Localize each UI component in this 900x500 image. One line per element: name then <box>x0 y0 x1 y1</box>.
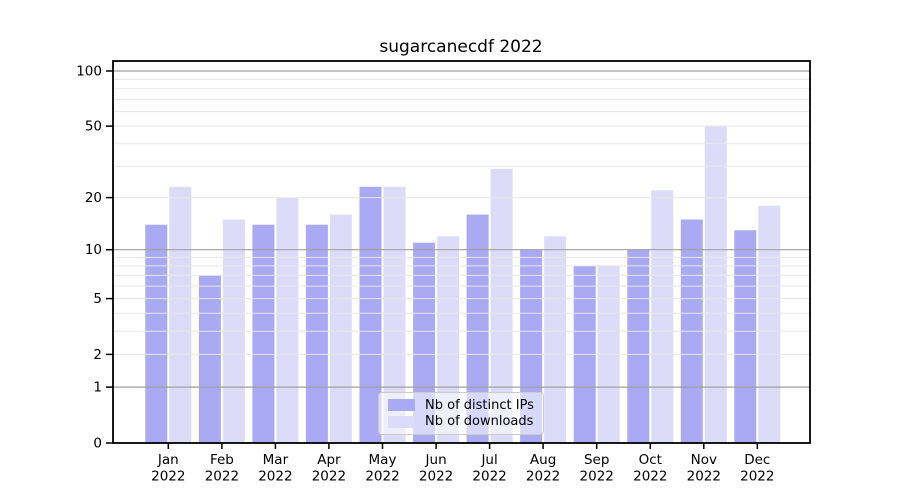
y-tick-label: 0 <box>93 436 102 452</box>
bar-distinct-ips-May <box>359 186 382 444</box>
bar-distinct-ips-Oct <box>627 249 650 443</box>
bar-distinct-ips-Dec <box>734 230 757 443</box>
legend-row-downloads: Nb of downloads <box>388 414 534 431</box>
x-tick-label: Aug 2022 <box>526 452 560 485</box>
legend-label-downloads: Nb of downloads <box>425 414 534 430</box>
x-tick-label: Feb 2022 <box>205 452 239 485</box>
bar-distinct-ips-Jul <box>466 214 489 443</box>
bar-downloads-Jul <box>490 168 513 444</box>
x-tick-label: May 2022 <box>365 452 399 485</box>
y-tick-label: 50 <box>85 119 102 135</box>
x-tick-label: Mar 2022 <box>258 452 292 485</box>
x-tick-label: Nov 2022 <box>687 452 721 485</box>
bar-downloads-Jun <box>437 236 460 443</box>
bar-downloads-Aug <box>544 236 567 443</box>
legend-swatch-downloads-icon <box>388 415 415 428</box>
y-tick-label: 100 <box>76 64 102 80</box>
legend: Nb of distinct IPs Nb of downloads <box>378 392 544 435</box>
y-tick-label: 20 <box>85 190 102 206</box>
y-axis: 0 1 2 5 10 20 50 100 <box>76 64 113 452</box>
legend-row-distinct-ips: Nb of distinct IPs <box>388 397 534 414</box>
bar-downloads-Dec <box>758 205 781 443</box>
y-tick-label: 1 <box>93 380 102 396</box>
x-tick-label: Sep 2022 <box>580 452 614 485</box>
x-tick-label: Jun 2022 <box>419 452 453 485</box>
bar-downloads-Mar <box>276 197 299 443</box>
y-tick-label: 10 <box>85 242 102 258</box>
x-axis: Jan 2022 Feb 2022 Mar 2022 Apr 2022 May 2022 Jun 20… <box>151 443 774 485</box>
x-tick-label: Jan 2022 <box>151 452 185 485</box>
y-tick-label: 2 <box>93 347 102 363</box>
bar-distinct-ips-Jan <box>145 224 168 443</box>
gridlines <box>113 70 810 388</box>
x-tick-label: Oct 2022 <box>633 452 667 485</box>
x-tick-label: Dec 2022 <box>740 452 774 485</box>
x-tick-label: Apr 2022 <box>312 452 346 485</box>
plot-border <box>112 60 811 444</box>
bar-downloads-Nov <box>704 126 727 443</box>
legend-swatch-distinct-ips-icon <box>388 399 415 412</box>
bar-distinct-ips-Apr <box>305 224 328 443</box>
bar-downloads-May <box>383 186 406 444</box>
bar-distinct-ips-Feb <box>198 275 221 443</box>
chart-title: sugarcanecdf 2022 <box>379 37 543 57</box>
bar-downloads-Apr <box>329 214 352 443</box>
legend-label-distinct-ips: Nb of distinct IPs <box>425 397 534 413</box>
bar-distinct-ips-Mar <box>252 224 275 443</box>
bar-downloads-Oct <box>651 190 674 443</box>
bar-downloads-Jan <box>169 186 192 444</box>
x-tick-label: Jul 2022 <box>472 452 506 485</box>
y-tick-label: 5 <box>93 291 102 307</box>
